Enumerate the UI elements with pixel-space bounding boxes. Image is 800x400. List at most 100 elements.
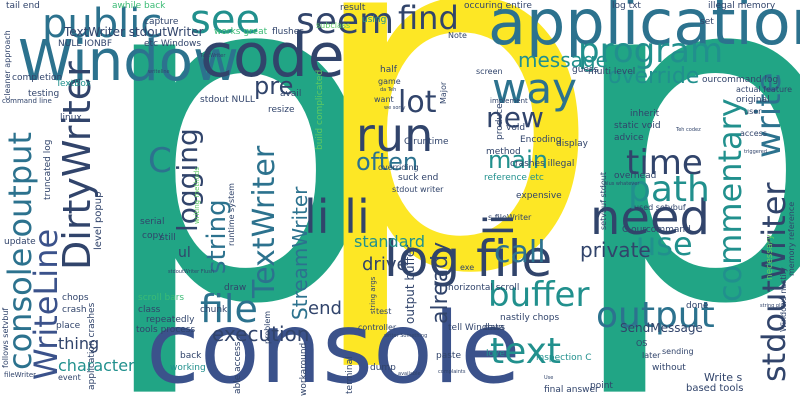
word: application — [488, 0, 800, 59]
word: Windows nastily — [779, 267, 788, 332]
word: SendMessage — [620, 321, 703, 335]
word: tail end — [6, 1, 40, 11]
word: subclass — [316, 21, 351, 30]
word: writer Something — [384, 333, 428, 339]
word: da Teh — [380, 87, 397, 93]
word: result — [340, 3, 366, 13]
word: copy — [142, 231, 164, 241]
word: ul — [178, 245, 191, 261]
word: time — [626, 143, 703, 183]
word: game — [378, 77, 401, 86]
word: scroll bars — [138, 293, 185, 303]
word: execution — [212, 322, 310, 346]
word: user — [744, 107, 762, 116]
word: thing — [58, 334, 100, 353]
word: run — [356, 108, 434, 162]
word: main — [488, 146, 548, 174]
word: stdout NULL — [200, 95, 255, 105]
word: p — [562, 0, 800, 400]
word: need — [590, 190, 710, 246]
word: crash — [62, 305, 87, 315]
word: way — [492, 64, 577, 113]
word: output buffer — [403, 244, 417, 324]
word: plus whatever — [604, 181, 640, 187]
word: without — [652, 363, 686, 373]
word: private — [580, 238, 651, 262]
word: console — [146, 292, 521, 400]
word: guess — [572, 65, 599, 75]
word: writeline — [148, 69, 170, 75]
word: C ourcommand — [622, 225, 691, 235]
word: class — [138, 305, 161, 315]
word: actual feature — [736, 85, 793, 94]
word: update — [4, 237, 36, 247]
word: application crashes — [87, 302, 97, 390]
word: workaround — [299, 342, 309, 396]
word: level popup — [93, 191, 104, 250]
word: end — [308, 298, 342, 319]
word: Write s — [704, 371, 743, 384]
word: problem — [263, 310, 272, 344]
word: build complicated — [315, 69, 325, 150]
word: method — [486, 147, 521, 157]
word: call — [494, 235, 546, 270]
word: suck end — [398, 173, 439, 183]
word: illegal memory — [708, 1, 776, 11]
word: overriding — [378, 163, 419, 172]
word: command line — [2, 97, 52, 105]
word: Use — [544, 375, 554, 381]
word: reference etc — [484, 173, 544, 183]
word: we sorry — [384, 105, 406, 111]
word: love — [486, 349, 505, 359]
word: controller — [358, 323, 397, 332]
word: TextBox — [56, 79, 91, 89]
word: TextWriter — [200, 53, 226, 59]
word: still — [160, 233, 176, 243]
word: overhead — [614, 171, 657, 181]
word: new — [486, 101, 544, 134]
word: cleaner approach — [3, 30, 12, 100]
word: place — [56, 321, 81, 331]
word: multi level — [588, 67, 636, 77]
word: produce — [495, 103, 505, 140]
word: dump — [370, 363, 396, 373]
word: done — [686, 301, 709, 311]
word: inspection C — [536, 353, 592, 363]
word: using — [362, 15, 387, 25]
word: flushes — [272, 27, 304, 37]
word: linux — [60, 113, 82, 123]
word: runtime system — [227, 183, 236, 246]
word: character — [58, 356, 135, 375]
word: paste — [436, 351, 461, 361]
word: StreamWriter — [288, 186, 312, 320]
word: occuring entire — [464, 1, 532, 11]
word: truncated log — [43, 139, 53, 200]
word: test — [376, 307, 392, 316]
word: half — [380, 65, 397, 75]
word: seem — [296, 1, 395, 42]
word: log txt — [612, 1, 641, 11]
word: display — [556, 139, 588, 149]
word: stdoutWriter Flush — [168, 269, 214, 275]
word: follows setvbuf — [1, 307, 10, 368]
word: li li — [304, 190, 370, 244]
word: Window — [18, 29, 239, 94]
word: find — [398, 0, 459, 37]
word: path — [628, 169, 710, 210]
word: drive — [362, 254, 408, 275]
word: void — [506, 123, 526, 133]
word: back — [180, 351, 202, 361]
word: TextWriter stdoutWriter — [64, 25, 204, 39]
word: available — [398, 371, 421, 377]
word: serial — [140, 217, 165, 227]
word: working — [170, 363, 206, 373]
word: lot — [398, 85, 437, 120]
word: etc Windows — [144, 39, 202, 49]
word: want — [374, 95, 394, 104]
word: expensive — [516, 191, 562, 201]
word: advice — [614, 133, 644, 143]
word: code — [200, 21, 345, 91]
word: file — [200, 287, 258, 331]
word: NULL IONBF — [58, 39, 113, 49]
